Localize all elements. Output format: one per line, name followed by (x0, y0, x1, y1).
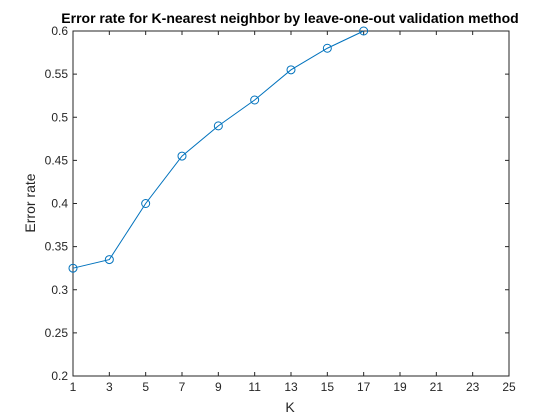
x-tick-label: 13 (284, 380, 298, 394)
data-point (68, 263, 78, 273)
x-tick-label: 17 (357, 380, 371, 394)
y-tick-label: 0.5 (51, 110, 68, 124)
x-tick-label: 9 (215, 380, 222, 394)
y-tick-label: 0.4 (51, 197, 68, 211)
x-tick-label: 15 (321, 380, 335, 394)
x-tick-label: 7 (179, 380, 186, 394)
y-tick-label: 0.2 (51, 369, 68, 383)
y-tick-label: 0.55 (45, 67, 69, 81)
y-tick-label: 0.25 (45, 326, 69, 340)
chart-title: Error rate for K-nearest neighbor by lea… (61, 10, 518, 26)
x-tick-label: 21 (430, 380, 444, 394)
y-tick-label: 0.35 (45, 240, 69, 254)
x-tick-label: 1 (70, 380, 77, 394)
data-point (359, 26, 369, 36)
x-tick-label: 3 (106, 380, 113, 394)
data-point (141, 199, 151, 208)
y-tick-label: 0.3 (51, 283, 68, 297)
x-tick-label: 23 (466, 380, 480, 394)
series-layer (68, 26, 369, 273)
x-tick-label: 25 (502, 380, 516, 394)
y-axis: 0.2 0.25 0.3 0.35 0.4 0.45 0.5 0.55 0.6 (45, 24, 509, 383)
plot-area (72, 30, 510, 377)
data-point (322, 43, 332, 53)
y-axis-label: Error rate (22, 173, 38, 232)
x-tick-label: 11 (248, 380, 261, 394)
data-point (250, 95, 260, 105)
data-point (213, 121, 223, 131)
data-point (177, 151, 187, 161)
x-axis: 1 3 5 7 9 11 13 15 17 19 21 23 25 (70, 31, 516, 394)
x-axis-label: K (285, 399, 295, 415)
x-tick-label: 19 (393, 380, 407, 394)
y-tick-label: 0.45 (45, 153, 69, 167)
data-point (104, 255, 114, 265)
data-point (286, 65, 296, 75)
x-tick-label: 5 (142, 380, 149, 394)
y-tick-label: 0.6 (51, 24, 68, 38)
series-line (72, 30, 364, 269)
